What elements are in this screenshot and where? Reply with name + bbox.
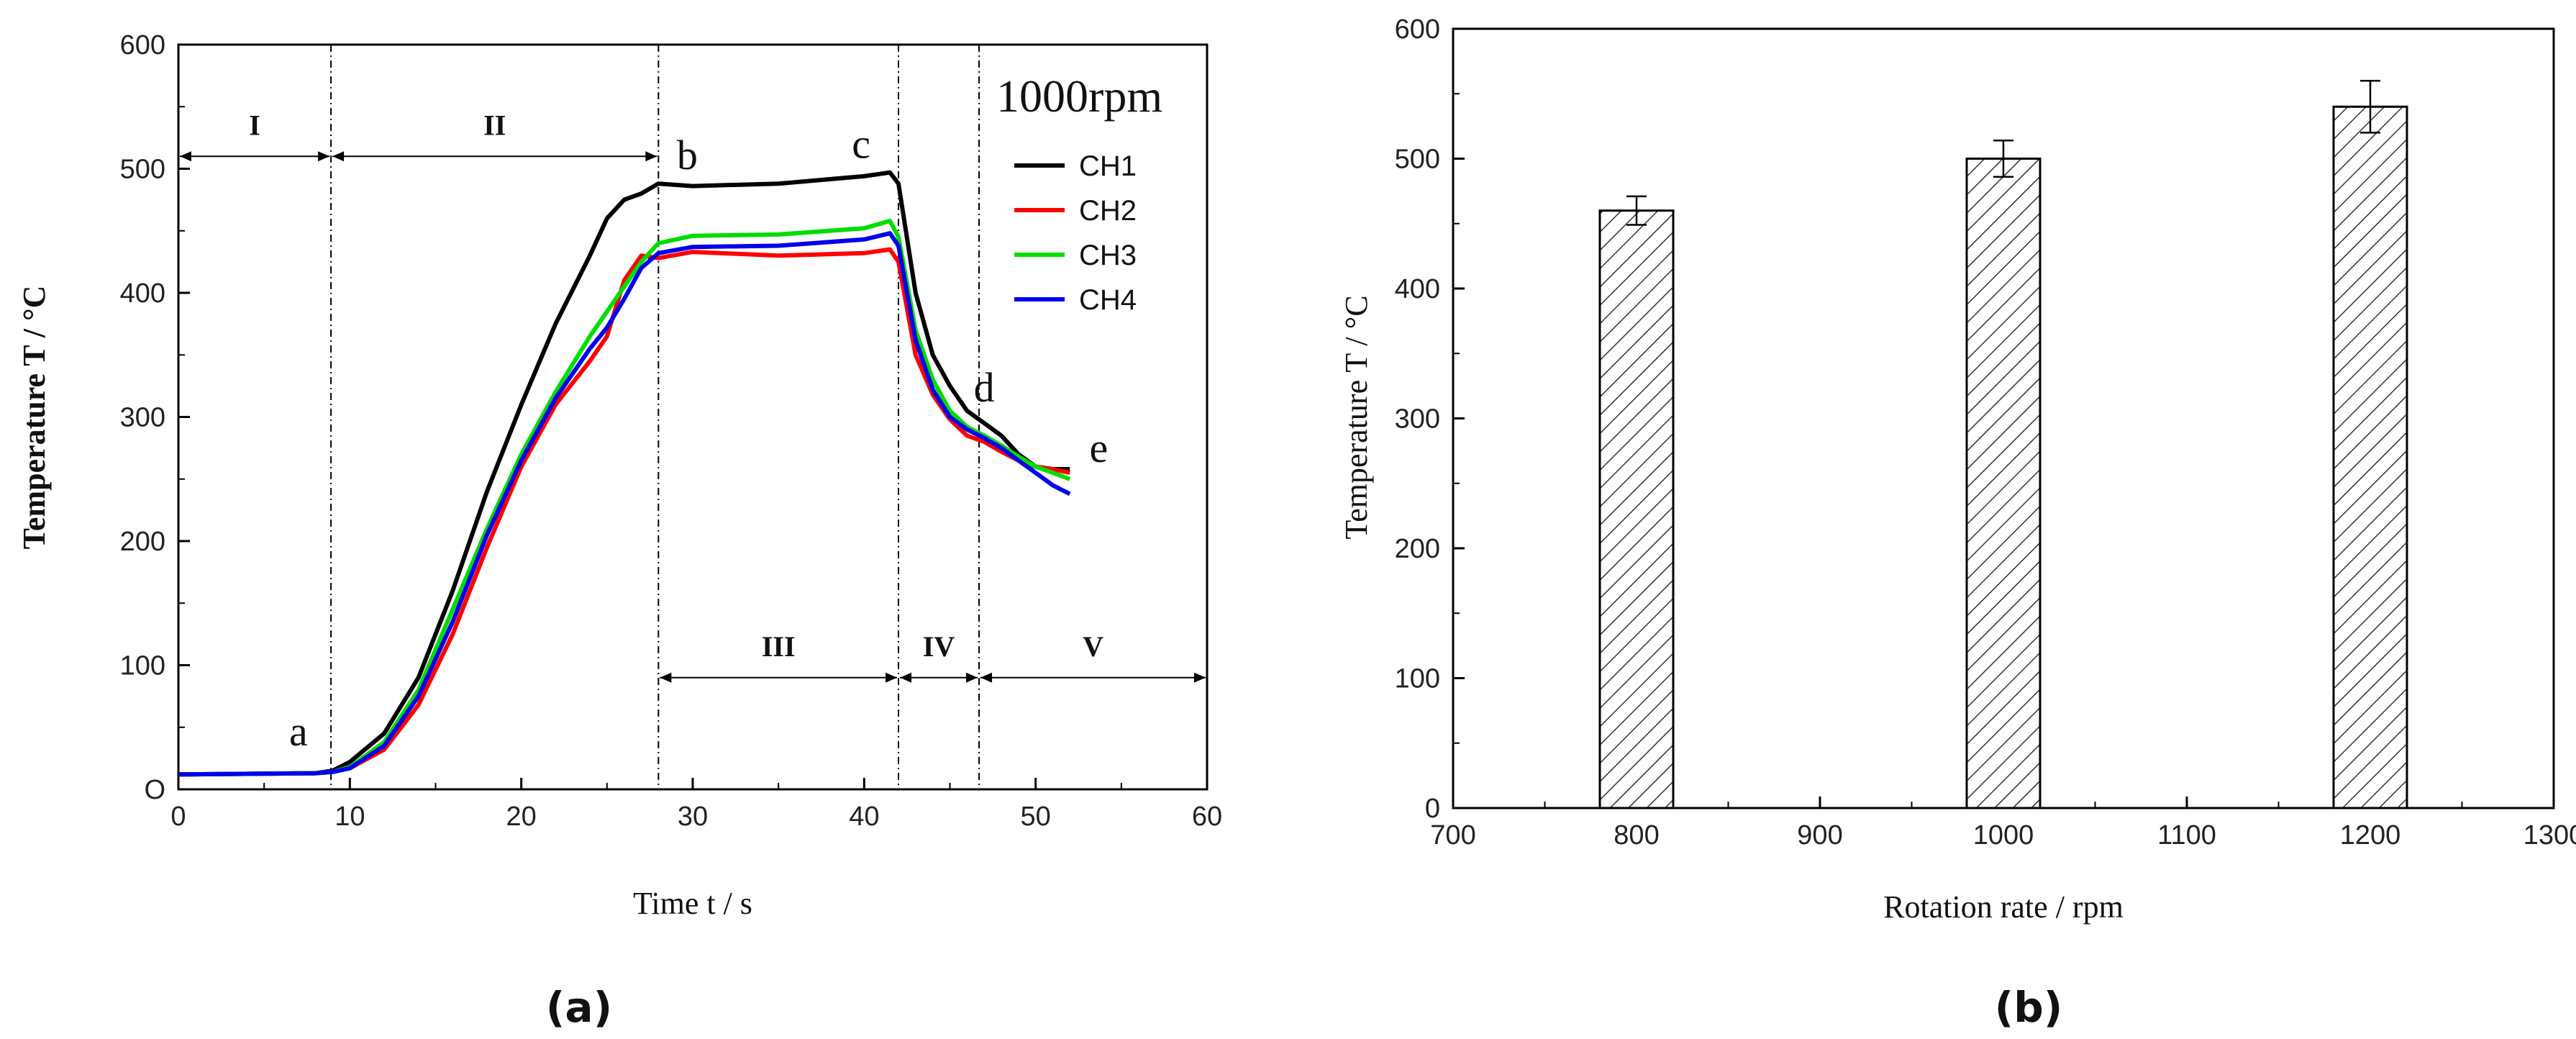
y-tick-label-b: 300 bbox=[1395, 404, 1440, 435]
panel-label-b: (b) bbox=[1995, 983, 2063, 1032]
bars bbox=[1598, 79, 2408, 809]
y-tick-label-a: 200 bbox=[120, 527, 165, 557]
x-tick-label-a: 30 bbox=[678, 802, 708, 832]
stage-arrowhead bbox=[886, 672, 897, 683]
x-tick-label-b: 800 bbox=[1614, 820, 1659, 850]
point-label-e: e bbox=[1089, 425, 1108, 471]
x-tick-label-b: 1100 bbox=[2157, 820, 2216, 850]
point-label-c: c bbox=[852, 121, 870, 168]
stage-arrowhead bbox=[332, 151, 345, 162]
stage-boundaries bbox=[330, 45, 980, 789]
y-tick-label-a: 600 bbox=[120, 30, 165, 60]
bar-1000 bbox=[1965, 158, 2042, 809]
series-line-ch3 bbox=[178, 219, 1071, 777]
bar-800 bbox=[1598, 209, 1675, 809]
stage-arrowhead bbox=[1194, 672, 1206, 683]
point-labels: a b c d e bbox=[289, 121, 1108, 755]
x-tick-label-a: 0 bbox=[170, 802, 186, 832]
series-line-ch2 bbox=[178, 247, 1070, 777]
x-tick-label-b: 1000 bbox=[1973, 820, 2034, 850]
stage-arrowhead bbox=[180, 151, 191, 162]
y-tick-label-b: 100 bbox=[1395, 664, 1440, 694]
y-tick-label-a: O bbox=[144, 775, 165, 805]
x-tick-label-b: 700 bbox=[1430, 820, 1475, 850]
stage-arrowhead bbox=[660, 672, 672, 683]
legend-label: CH2 bbox=[1079, 195, 1137, 227]
stage-label: I bbox=[249, 109, 260, 141]
stage-arrowhead bbox=[966, 672, 978, 683]
x-tick-label-a: 20 bbox=[506, 802, 537, 832]
y-tick-label-a: 300 bbox=[120, 403, 165, 433]
stage-label: II bbox=[483, 109, 506, 141]
stage-label: III bbox=[762, 630, 796, 663]
y-tick-label-b: 500 bbox=[1395, 145, 1440, 175]
y-tick-label-a: 400 bbox=[120, 278, 165, 309]
y-tick-label-b: 600 bbox=[1395, 14, 1440, 45]
point-label-d: d bbox=[974, 364, 995, 411]
series-line-ch4 bbox=[178, 231, 1071, 777]
point-label-b: b bbox=[677, 132, 698, 178]
x-tick-label-a: 50 bbox=[1021, 802, 1051, 832]
stage-arrowhead bbox=[318, 151, 330, 162]
legend-label: CH4 bbox=[1079, 284, 1137, 316]
bar-1200 bbox=[2332, 105, 2408, 809]
y-tick-label-b: 0 bbox=[1425, 794, 1440, 824]
x-axis-title-b: Rotation rate / rpm bbox=[1883, 889, 2124, 925]
stage-arrowhead bbox=[645, 151, 657, 162]
stage-arrowhead bbox=[900, 672, 911, 683]
point-label-a: a bbox=[289, 708, 308, 755]
panel-label-a: (a) bbox=[546, 983, 612, 1032]
y-tick-label-a: 100 bbox=[120, 651, 165, 681]
legend: 1000rpm CH1 CH2 CH3 CH4 bbox=[996, 71, 1162, 316]
y-tick-label-b: 200 bbox=[1395, 534, 1440, 564]
y-tick-label-a: 500 bbox=[120, 155, 165, 185]
x-tick-label-a: 40 bbox=[849, 802, 879, 832]
stage-arrowhead bbox=[980, 672, 993, 683]
axis-ticks-a: 0 10 20 30 40 50 60 O 100 200 300 400 500 600 bbox=[120, 30, 1223, 832]
x-tick-label-a: 10 bbox=[334, 802, 365, 832]
x-tick-label-b: 1200 bbox=[2340, 820, 2401, 850]
x-tick-label-b: 900 bbox=[1797, 820, 1842, 850]
x-tick-label-a: 60 bbox=[1192, 802, 1222, 832]
legend-label: CH1 bbox=[1079, 150, 1137, 182]
y-axis-title-a: Temperature T / °C bbox=[17, 286, 52, 550]
stage-label: IV bbox=[923, 630, 955, 663]
y-tick-label-b: 400 bbox=[1395, 274, 1440, 304]
x-axis-title-a: Time t / s bbox=[633, 886, 752, 921]
y-axis-title-b: Temperature T / °C bbox=[1339, 295, 1374, 539]
stage-label: V bbox=[1083, 630, 1103, 663]
legend-label: CH3 bbox=[1079, 240, 1137, 271]
legend-title: 1000rpm bbox=[996, 71, 1162, 122]
temperature-series bbox=[178, 170, 1071, 777]
series-line-ch1 bbox=[178, 170, 1070, 777]
